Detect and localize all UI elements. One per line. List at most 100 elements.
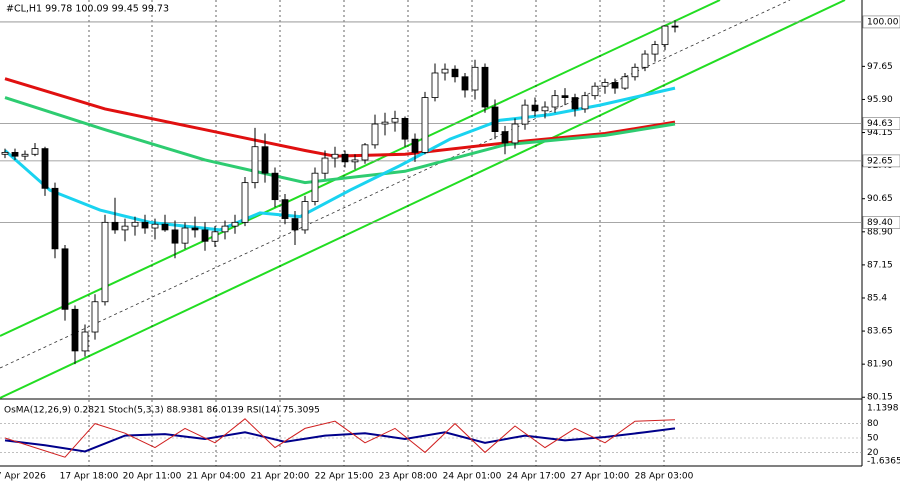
x-tick-label: 28 Apr 03:00 <box>635 472 694 482</box>
candle-body <box>601 82 609 87</box>
candle-body <box>651 44 659 55</box>
candle-body <box>421 97 429 153</box>
y-tick-label: 97.65 <box>867 62 893 72</box>
candle-body <box>591 85 599 97</box>
candle-body <box>361 144 369 161</box>
x-tick-label: 27 Apr 10:00 <box>571 472 630 482</box>
candle-body <box>171 229 179 244</box>
candle-body <box>41 148 49 189</box>
candle-body <box>51 187 59 250</box>
candle-body <box>441 68 449 74</box>
candle-body <box>91 301 99 333</box>
x-tick-label: 22 Apr 15:00 <box>315 472 374 482</box>
candle-body <box>471 66 479 91</box>
moving-average <box>4 86 676 232</box>
indicator-label: OsMA(12,26,9) 0.2821 Stoch(5,3,3) 88.938… <box>4 406 320 416</box>
osma-min-label: -1.6365 <box>867 457 900 467</box>
candle-body <box>141 221 149 229</box>
y-tick-label: 88.90 <box>867 227 893 237</box>
level-label: 94.63 <box>867 119 893 129</box>
candle-body <box>481 66 489 108</box>
x-tick-label: 23 Apr 08:00 <box>379 472 438 482</box>
candle-body <box>301 201 309 231</box>
candle-body <box>1 151 9 155</box>
indicator-line <box>4 427 676 453</box>
indicator-line <box>4 418 676 458</box>
candle-body <box>671 25 679 28</box>
candle-body <box>231 221 239 227</box>
candle-body <box>251 146 259 184</box>
candle-body <box>511 123 519 144</box>
candle-body <box>391 117 399 123</box>
candle-body <box>21 153 29 157</box>
candle-body <box>451 68 459 78</box>
candle-body <box>401 117 409 140</box>
candle-body <box>181 227 189 244</box>
x-tick-label: 21 Apr 04:00 <box>187 472 246 482</box>
candle-body <box>341 153 349 163</box>
candle-body <box>261 146 269 174</box>
candle-body <box>331 153 339 159</box>
candle-body <box>501 131 509 144</box>
candle-body <box>211 231 219 242</box>
y-tick-label: 81.90 <box>867 360 893 370</box>
candle-body <box>351 159 359 163</box>
candle-body <box>31 148 39 155</box>
level-box <box>862 117 900 130</box>
y-tick-label: 94.15 <box>867 128 893 138</box>
candle-body <box>531 104 539 112</box>
candle-body <box>561 95 569 98</box>
level-box <box>862 216 900 229</box>
level-label: 92.65 <box>867 156 893 166</box>
candle-body <box>411 138 419 153</box>
candle-body <box>321 157 329 174</box>
osma-max-label: 1.1398 <box>867 404 899 414</box>
candle-body <box>271 172 279 201</box>
channel-lower <box>0 0 846 399</box>
x-tick-label: 17 Apr 18:00 <box>60 472 119 482</box>
candle-body <box>191 227 199 231</box>
candle-body <box>71 308 79 352</box>
y-tick-label: 80.15 <box>867 393 893 403</box>
candle-body <box>621 76 629 89</box>
regression-line <box>0 0 791 369</box>
candle-body <box>541 106 549 112</box>
candle-body <box>201 229 209 242</box>
candle-body <box>81 331 89 352</box>
y-tick-label: 90.65 <box>867 194 893 204</box>
chart-title: #CL,H1 99.78 100.09 99.45 99.73 <box>6 4 169 15</box>
candle-body <box>221 225 229 233</box>
candle-body <box>661 25 669 46</box>
candle-body <box>611 82 619 89</box>
candle-body <box>131 221 139 227</box>
indicator-tick-label: 50 <box>867 434 879 444</box>
indicator-tick-label: 20 <box>867 448 879 458</box>
candle-body <box>61 248 69 310</box>
candle-body <box>281 199 289 219</box>
candle-body <box>151 223 159 229</box>
candle-body <box>461 76 469 91</box>
candle-body <box>311 172 319 202</box>
candle-body <box>11 151 19 157</box>
candle-body <box>631 66 639 78</box>
x-tick-label: 20 Apr 11:00 <box>123 472 182 482</box>
candle-body <box>521 104 529 125</box>
indicator-tick-label: 80 <box>867 419 879 429</box>
level-box <box>862 154 900 168</box>
moving-average <box>4 96 676 185</box>
candle-body <box>291 218 299 231</box>
level-label: 100.00 <box>867 17 899 27</box>
x-tick-label: 24 Apr 17:00 <box>507 472 566 482</box>
candle-body <box>551 95 559 108</box>
y-tick-label: 95.90 <box>867 95 893 105</box>
level-label: 89.40 <box>867 218 893 228</box>
candle-body <box>371 123 379 146</box>
x-tick-label: 24 Apr 01:00 <box>443 472 502 482</box>
candle-body <box>241 182 249 223</box>
candle-body <box>641 53 649 68</box>
candle-body <box>381 121 389 125</box>
level-box <box>862 15 900 29</box>
candle-body <box>431 72 439 98</box>
